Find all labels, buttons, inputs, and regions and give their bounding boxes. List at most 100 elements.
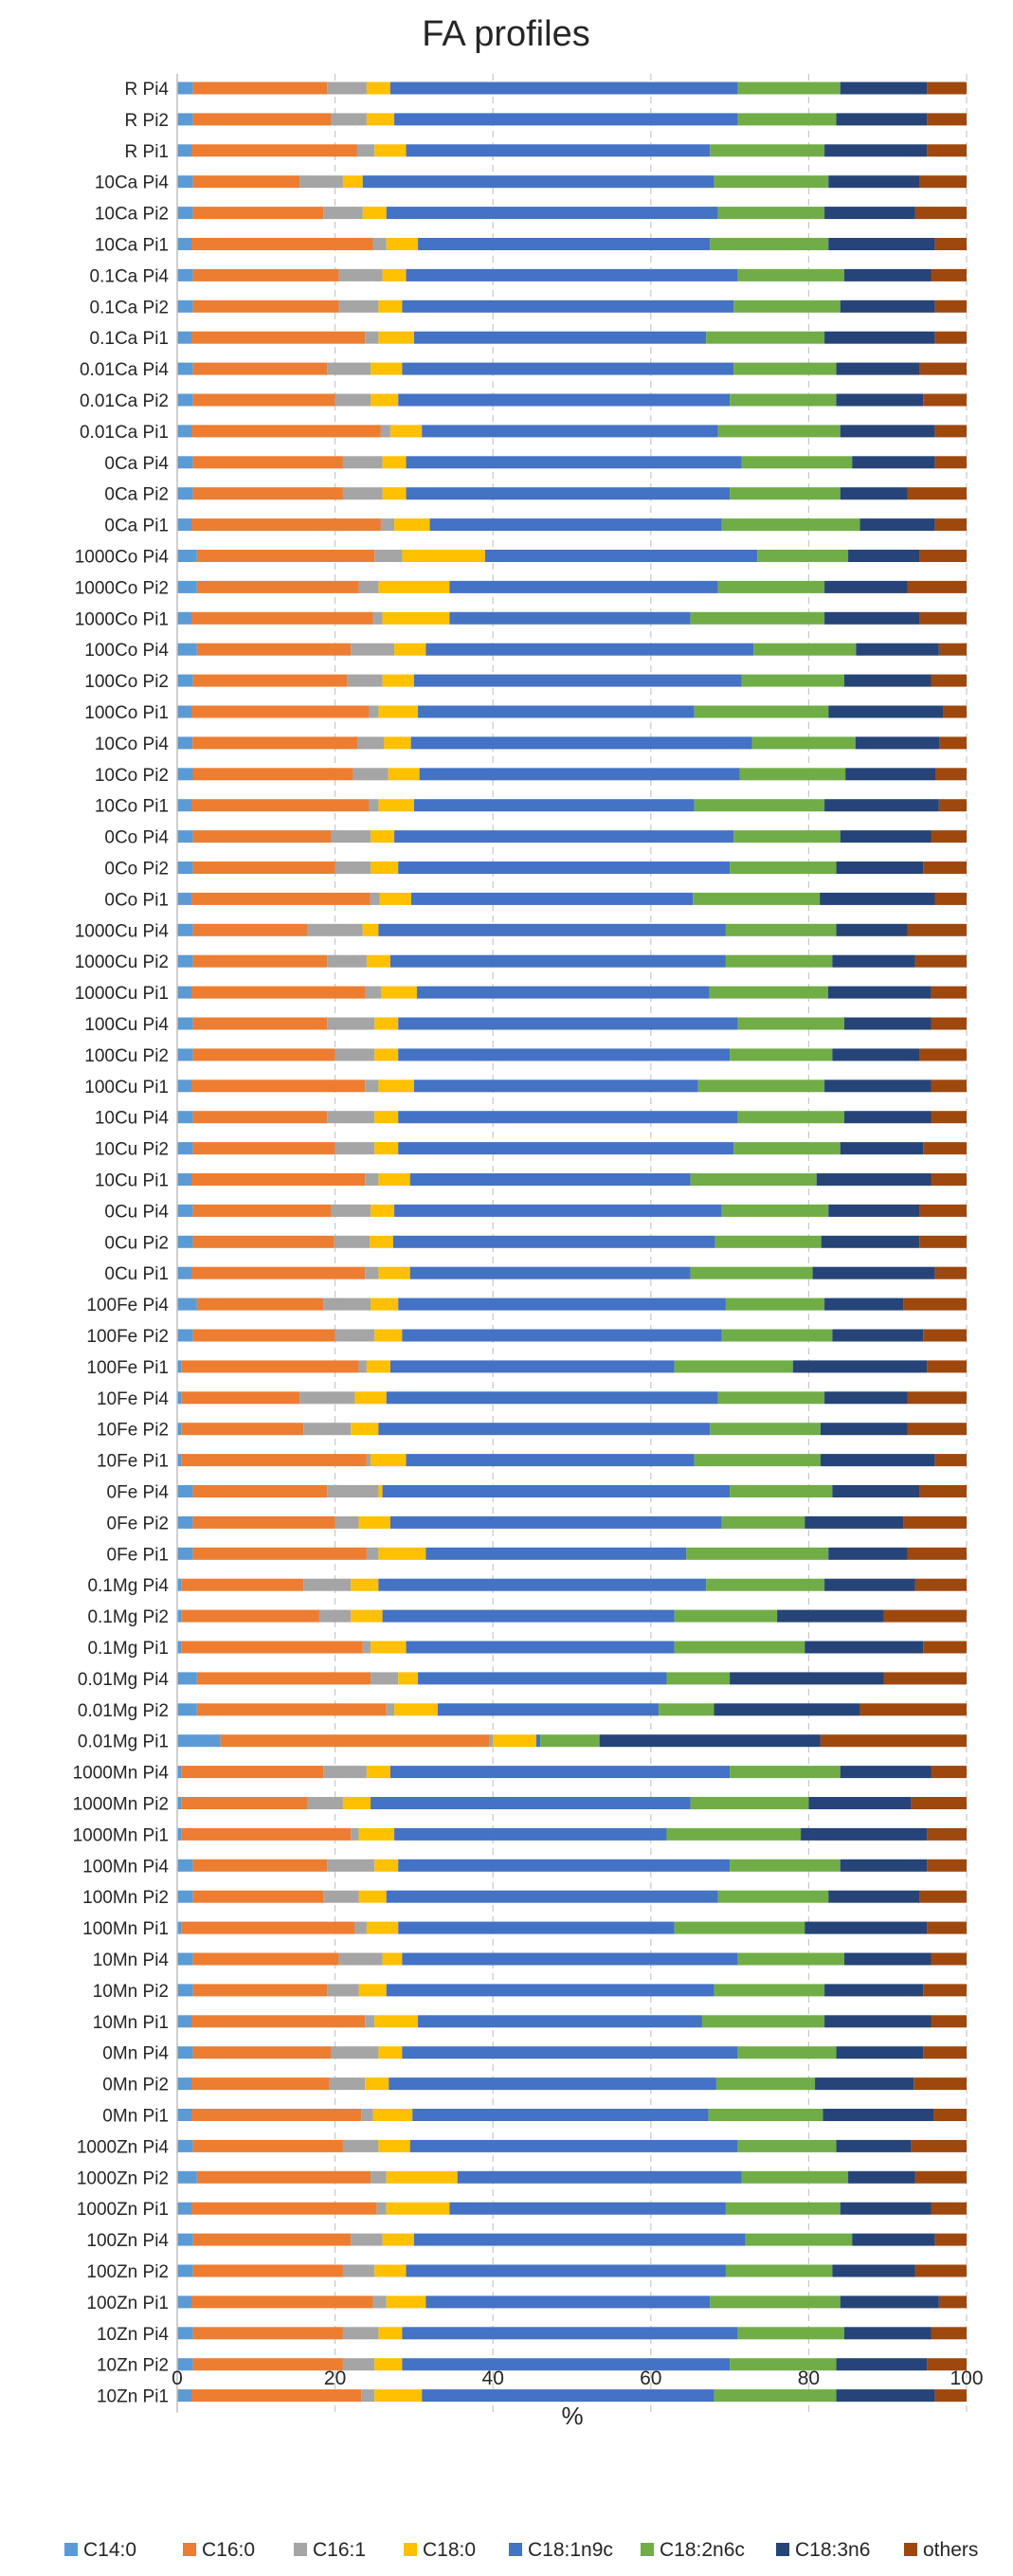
- bar-segment-C14:0: [177, 1890, 193, 1903]
- bar-segment-C16:1: [327, 954, 367, 968]
- bar-segment-C16:0: [190, 799, 370, 812]
- bar-segment-C16:0: [190, 144, 357, 157]
- bar-segment-C18:2n6c: [694, 1454, 821, 1467]
- category-label: 1000Cu Pi2: [75, 952, 169, 972]
- bar-segment-C14:0: [177, 2202, 191, 2215]
- bar-segment-C14:0: [177, 2264, 193, 2277]
- bar-segment-C16:0: [192, 1235, 335, 1248]
- category-label: 0Ca Pi4: [104, 454, 169, 474]
- category-label: 1000Mn Pi4: [73, 1764, 170, 1784]
- legend: C14:0 C16:0 C16:1 C18:0 C18:1n9c C18:2n6c C18:…: [64, 2539, 978, 2561]
- bar-segment-C18:0: [371, 830, 395, 844]
- bar-segment-C18:2n6c: [741, 674, 844, 687]
- bar-segment-C18:3n6: [840, 82, 928, 95]
- bar-segment-C18:2n6c: [710, 1423, 821, 1436]
- bar-segment-C18:3n6: [843, 1017, 932, 1030]
- bar-segment-C16:0: [192, 1984, 328, 1997]
- category-label: 0.1Mg Pi2: [87, 1607, 169, 1627]
- bar-segment-C18:2n6c: [737, 1111, 844, 1124]
- category-label: 0Fe Pi2: [107, 1514, 169, 1533]
- bar-segment-C18:1n9c: [389, 954, 726, 968]
- bar-segment-C16:0: [192, 1329, 335, 1342]
- bar-segment-C18:2n6c: [751, 736, 856, 750]
- category-label: R Pi2: [125, 111, 169, 131]
- bar-segment-C14:0: [177, 2109, 191, 2121]
- bar-segment-others: [919, 1204, 967, 1217]
- bar-segment-C16:0: [192, 1859, 328, 1872]
- bar-segment-C14:0: [177, 82, 193, 95]
- bar-segment-others: [914, 2077, 967, 2091]
- category-label: 0Cu Pi1: [104, 1264, 169, 1284]
- bar-segment-C16:0: [192, 456, 343, 469]
- bar-segment-C18:1n9c: [484, 550, 758, 562]
- bar-segment-others: [931, 1173, 967, 1186]
- bar-segment-C16:0: [181, 1454, 367, 1467]
- bar-segment-C14:0: [177, 2015, 191, 2028]
- bar-segment-C14:0: [177, 1111, 193, 1124]
- legend-swatch-C14:0: [64, 2543, 78, 2556]
- x-tick-label: 40: [482, 2367, 504, 2389]
- bar-segment-C16:1: [327, 362, 371, 375]
- bar-segment-others: [935, 768, 967, 781]
- bar-segment-C18:2n6c: [721, 1515, 805, 1529]
- bar-segment-others: [919, 175, 967, 189]
- bar-segment-others: [919, 611, 967, 625]
- bar-segment-others: [934, 456, 967, 469]
- bar-segment-others: [923, 1329, 967, 1342]
- bar-segment-C18:2n6c: [659, 1703, 715, 1716]
- bar-segment-C18:3n6: [836, 2046, 924, 2059]
- bar-segment-others: [907, 1547, 967, 1560]
- bar-segment-others: [938, 2295, 968, 2309]
- bar-segment-C18:3n6: [843, 1952, 932, 1966]
- bar-segment-C16:0: [196, 1672, 371, 1685]
- bar-segment-C18:1n9c: [398, 862, 731, 874]
- bar-segment-C16:0: [192, 2046, 332, 2059]
- x-tick-labels: 0 20 40 60 80 100: [172, 2367, 983, 2389]
- legend-swatch-C18:1n9c: [509, 2543, 522, 2556]
- bar-segment-C18:3n6: [812, 1266, 935, 1279]
- bar-segment-C18:1n9c: [536, 1734, 541, 1748]
- bar-segment-C14:0: [177, 1703, 197, 1716]
- category-label: 10Co Pi1: [95, 797, 169, 817]
- bar-segment-C18:2n6c: [730, 2358, 837, 2371]
- bar-segment-C16:1: [342, 456, 383, 469]
- bar-segment-C14:0: [177, 1142, 193, 1155]
- bar-segment-C18:2n6c: [741, 456, 853, 469]
- bar-segment-C18:0: [381, 986, 417, 999]
- legend-label: C16:1: [313, 2539, 366, 2561]
- bar-segment-C18:1n9c: [402, 2046, 738, 2059]
- bar-segment-others: [923, 1641, 967, 1654]
- legend-swatch-C16:0: [183, 2543, 196, 2556]
- bar-segment-C18:0: [366, 954, 390, 968]
- category-label: 100Zn Pi2: [86, 2262, 169, 2282]
- bar-segment-C18:0: [342, 175, 363, 189]
- bar-segment-C14:0: [177, 830, 193, 844]
- bar-segment-C18:0: [372, 2109, 413, 2121]
- bar-segment-C14:0: [177, 1204, 193, 1217]
- bar-segment-C18:2n6c: [725, 1297, 825, 1311]
- bar-segment-others: [907, 1423, 967, 1436]
- bar-segment-C18:2n6c: [717, 207, 825, 220]
- bar-segment-C14:0: [177, 892, 192, 905]
- bar-segment-C18:0: [371, 1454, 407, 1467]
- category-label: 0.01Ca Pi2: [80, 391, 169, 411]
- category-label: 100Cu Pi1: [84, 1078, 169, 1098]
- category-label: 10Mn Pi1: [93, 2013, 169, 2033]
- bar-segment-C14:0: [177, 862, 193, 874]
- bar-segment-C18:1n9c: [382, 1485, 731, 1497]
- bar-segment-C16:1: [338, 299, 379, 313]
- category-label: 0Ca Pi2: [104, 485, 169, 505]
- bar-segment-C16:1: [335, 1048, 375, 1061]
- bar-segment-C18:1n9c: [398, 1921, 675, 1934]
- bar-segment-others: [919, 1485, 967, 1497]
- bar-segment-C16:1: [342, 2327, 379, 2340]
- bar-segment-others: [927, 1859, 967, 1872]
- bar-segment-C18:3n6: [855, 736, 940, 750]
- bar-segment-C16:0: [190, 518, 381, 532]
- bar-segment-others: [919, 1048, 967, 1061]
- bar-segment-C18:1n9c: [429, 518, 722, 532]
- bar-segment-C18:2n6c: [721, 1204, 829, 1217]
- bar-segment-others: [914, 1578, 968, 1591]
